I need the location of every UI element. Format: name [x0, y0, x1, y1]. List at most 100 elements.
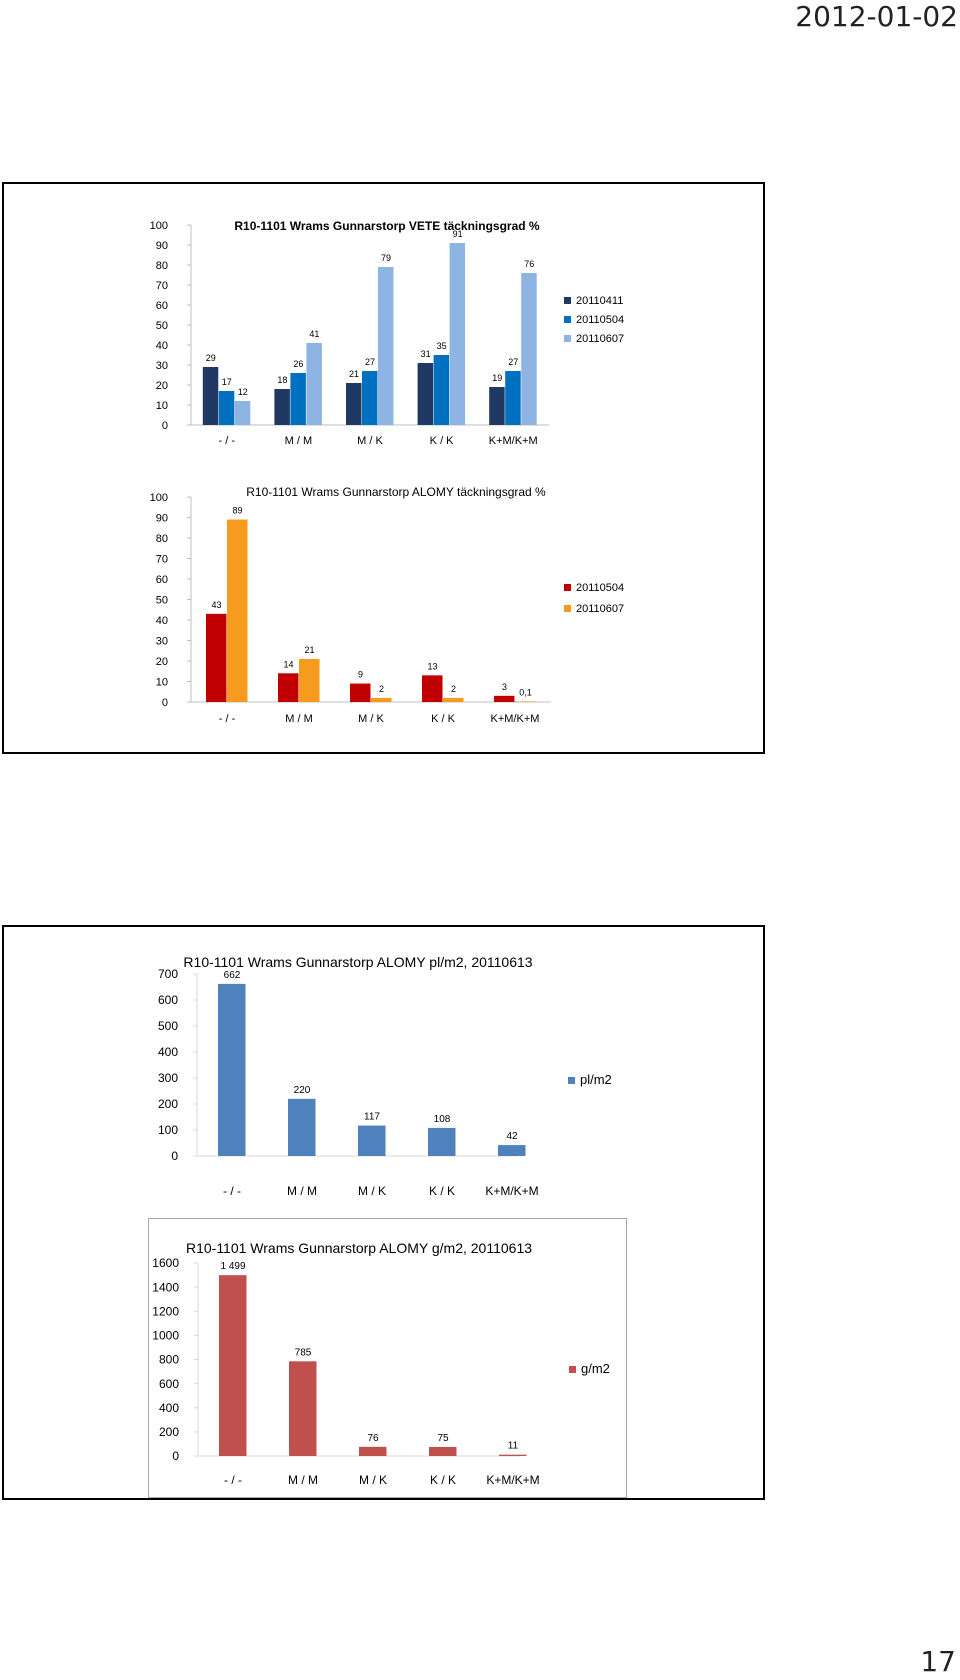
chart-alomy-coverage: R10-1101 Wrams Gunnarstorp ALOMY täcknin…	[150, 485, 624, 725]
chart-alomy-grams: R10-1101 Wrams Gunnarstorp ALOMY g/m2, 2…	[152, 1240, 610, 1487]
data-label: 75	[437, 1433, 449, 1444]
bar-20110411-1	[274, 389, 290, 425]
y-tick-label: 700	[158, 967, 178, 981]
category-label: K / K	[431, 713, 456, 725]
y-tick-label: 400	[159, 1401, 179, 1415]
data-label: 9	[358, 670, 363, 680]
y-tick-label: 1400	[152, 1280, 179, 1294]
y-tick-label: 40	[156, 340, 168, 352]
y-tick-label: 200	[159, 1425, 179, 1439]
category-label: M / M	[285, 713, 313, 725]
category-label: M / K	[358, 1184, 386, 1198]
category-label: - / -	[219, 435, 236, 447]
y-tick-label: 20	[156, 656, 168, 668]
data-label: 17	[222, 377, 232, 387]
y-tick-label: 80	[156, 260, 168, 272]
y-tick-label: 20	[156, 380, 168, 392]
data-label: 2	[451, 684, 456, 694]
data-label: 0,1	[519, 687, 532, 697]
data-label: 29	[206, 353, 216, 363]
y-tick-label: 90	[156, 512, 168, 524]
data-label: 19	[492, 373, 502, 383]
bar-20110504-3	[433, 355, 450, 425]
y-tick-label: 0	[172, 1449, 179, 1463]
category-label: - / -	[224, 1473, 242, 1487]
data-label: 11	[508, 1441, 519, 1452]
y-tick-label: 600	[159, 1377, 179, 1391]
legend-swatch	[564, 584, 571, 591]
data-label: 76	[367, 1433, 379, 1444]
y-tick-label: 1600	[152, 1256, 179, 1270]
category-label: K+M/K+M	[486, 1473, 539, 1487]
data-label: 3	[502, 682, 507, 692]
bar-20110607-1	[306, 343, 322, 425]
slide-frame-alomy: R10-1101 Wrams Gunnarstorp ALOMY pl/m2, …	[2, 925, 765, 1500]
bar-gm2-3	[429, 1446, 457, 1456]
bar-gm2-0	[219, 1275, 247, 1456]
legend-label: 20110411	[576, 295, 623, 307]
bar-20110607-3	[449, 243, 466, 425]
data-label: 18	[277, 375, 287, 385]
category-label: K+M/K+M	[485, 1184, 538, 1198]
data-label: 21	[349, 369, 359, 379]
data-label: 42	[506, 1131, 518, 1142]
data-label: 21	[304, 645, 314, 655]
y-tick-label: 30	[156, 360, 168, 372]
y-tick-label: 60	[156, 300, 168, 312]
y-tick-label: 400	[158, 1045, 178, 1059]
y-tick-label: 800	[159, 1353, 179, 1367]
y-tick-label: 300	[158, 1071, 178, 1085]
data-label: 31	[421, 349, 431, 359]
bar-20110504-2	[350, 683, 371, 702]
bar-20110607-4	[521, 273, 537, 425]
bar-20110504-2	[362, 371, 378, 425]
data-label: 35	[437, 341, 447, 351]
y-tick-label: 1200	[152, 1304, 179, 1318]
legend-label: 20110504	[576, 582, 624, 594]
category-label: - / -	[219, 713, 236, 725]
y-tick-label: 60	[156, 574, 168, 586]
bar-20110504-4	[505, 371, 521, 425]
chart-vete-coverage: R10-1101 Wrams Gunnarstorp VETE täckning…	[150, 219, 624, 447]
slide-frame-coverage: R10-1101 Wrams Gunnarstorp VETE täckning…	[2, 182, 765, 754]
legend-swatch	[564, 316, 571, 323]
category-label: K / K	[430, 435, 455, 447]
bar-plm2-1	[288, 1098, 316, 1156]
bar-20110504-1	[278, 673, 299, 702]
legend-swatch	[569, 1366, 576, 1373]
data-label: 785	[295, 1347, 312, 1358]
y-tick-label: 0	[162, 420, 168, 432]
data-label: 26	[293, 359, 303, 369]
data-label: 27	[365, 357, 375, 367]
category-label: M / K	[358, 713, 384, 725]
legend-label: 20110504	[576, 314, 624, 326]
data-label: 43	[211, 600, 221, 610]
category-label: M / M	[285, 435, 313, 447]
bar-20110607-4	[515, 701, 536, 702]
page-date: 2012-01-02	[795, 0, 958, 33]
bar-20110411-4	[489, 387, 505, 425]
chart-title: R10-1101 Wrams Gunnarstorp ALOMY g/m2, 2…	[186, 1240, 532, 1256]
bar-20110504-1	[290, 373, 306, 425]
category-label: K / K	[430, 1473, 456, 1487]
category-label: K+M/K+M	[491, 713, 540, 725]
y-tick-label: 30	[156, 635, 168, 647]
legend-swatch	[564, 605, 571, 612]
bar-20110607-3	[443, 697, 464, 702]
data-label: 41	[309, 329, 319, 339]
y-tick-label: 200	[158, 1097, 178, 1111]
legend-label: 20110607	[576, 333, 624, 345]
data-label: 79	[381, 253, 391, 263]
bar-20110504-3	[422, 675, 443, 702]
data-label: 91	[453, 229, 463, 239]
y-tick-label: 0	[171, 1149, 178, 1163]
category-label: M / M	[288, 1473, 318, 1487]
data-label: 220	[294, 1085, 311, 1096]
bar-plm2-0	[218, 983, 246, 1156]
y-tick-label: 100	[150, 492, 168, 504]
y-tick-label: 80	[156, 533, 168, 545]
legend-label: g/m2	[581, 1361, 610, 1376]
y-tick-label: 70	[156, 553, 168, 565]
data-label: 27	[508, 357, 518, 367]
legend-swatch	[568, 1077, 575, 1084]
